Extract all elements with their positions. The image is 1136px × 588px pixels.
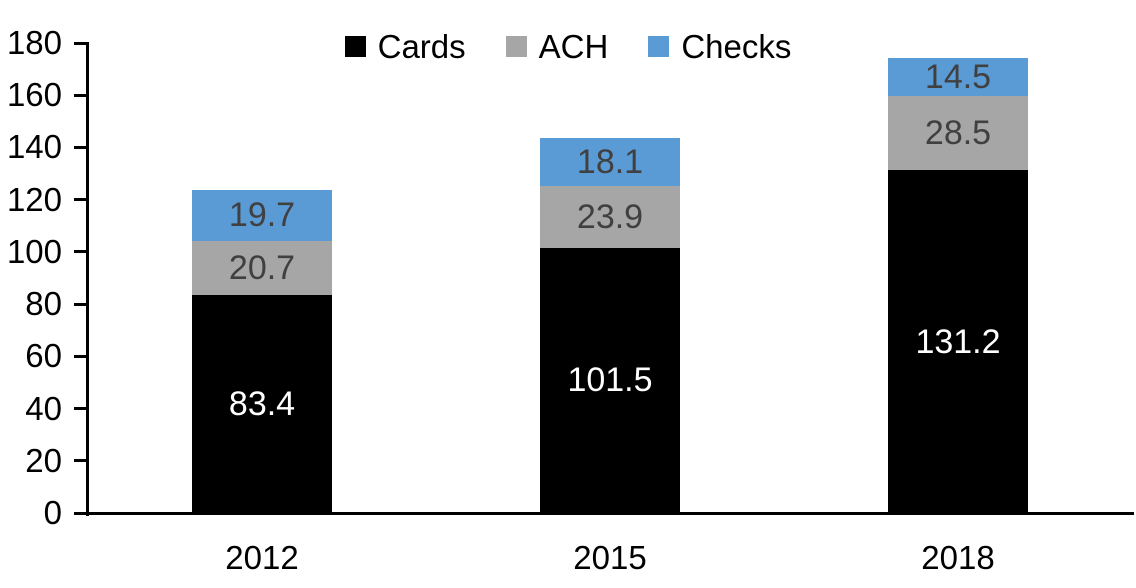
bar-segment-ach-2018 bbox=[888, 96, 1028, 171]
y-axis-tick bbox=[74, 94, 86, 97]
legend-item-cards: Cards bbox=[344, 28, 466, 65]
bar-value-label-cards-2015: 101.5 bbox=[567, 361, 653, 399]
bar-segment-ach-2012 bbox=[192, 241, 332, 296]
y-axis-tick-label: 80 bbox=[25, 285, 62, 322]
y-axis-tick-label: 100 bbox=[6, 233, 62, 270]
y-axis-tick bbox=[74, 407, 86, 410]
legend-swatch-icon bbox=[344, 36, 366, 57]
x-axis-category-label-2012: 2012 bbox=[225, 539, 299, 576]
bar-value-label-ach-2018: 28.5 bbox=[924, 114, 992, 152]
bar-value-label-checks-2018: 14.5 bbox=[924, 58, 992, 96]
bar-value-label-ach-2015: 23.9 bbox=[576, 198, 644, 236]
x-axis-line bbox=[86, 512, 1134, 515]
legend-label: Cards bbox=[377, 28, 466, 65]
y-axis-tick bbox=[74, 146, 86, 149]
x-axis-category-label-2015: 2015 bbox=[573, 539, 647, 576]
y-axis-tick-label: 120 bbox=[6, 181, 62, 218]
y-axis-tick-label: 180 bbox=[6, 24, 62, 61]
bar-segment-cards-2012 bbox=[192, 295, 332, 513]
bar-segment-cards-2015 bbox=[540, 247, 680, 513]
legend-label: Checks bbox=[681, 28, 792, 65]
y-axis-tick bbox=[74, 459, 86, 462]
y-axis-tick bbox=[74, 250, 86, 253]
y-axis-tick bbox=[74, 355, 86, 358]
x-axis-category-label-2018: 2018 bbox=[921, 539, 995, 576]
chart-legend: Cards ACH Checks bbox=[0, 30, 1136, 63]
bar-value-label-ach-2012: 20.7 bbox=[228, 249, 296, 287]
bar-segment-cards-2018 bbox=[888, 170, 1028, 513]
bar-value-label-checks-2012: 19.7 bbox=[228, 196, 296, 234]
y-axis-tick-label: 20 bbox=[25, 442, 62, 479]
bar-segment-checks-2015 bbox=[540, 138, 680, 186]
y-axis-tick bbox=[74, 42, 86, 45]
legend-item-ach: ACH bbox=[505, 28, 609, 65]
y-axis-tick-label: 60 bbox=[25, 337, 62, 374]
y-axis-tick bbox=[74, 512, 86, 515]
bar-segment-checks-2018 bbox=[888, 58, 1028, 96]
bar-segment-checks-2012 bbox=[192, 189, 332, 242]
y-axis-tick-label: 0 bbox=[43, 494, 62, 531]
legend-item-checks: Checks bbox=[648, 30, 791, 63]
legend-swatch-icon bbox=[505, 36, 527, 57]
y-axis-tick-label: 40 bbox=[25, 390, 62, 427]
legend-label: ACH bbox=[538, 28, 609, 65]
bar-value-label-cards-2018: 131.2 bbox=[915, 323, 1001, 361]
y-axis-line bbox=[86, 42, 89, 516]
y-axis-tick bbox=[74, 198, 86, 201]
y-axis-tick bbox=[74, 303, 86, 306]
bar-value-label-cards-2012: 83.4 bbox=[228, 385, 296, 423]
y-axis-tick-label: 140 bbox=[6, 128, 62, 165]
legend-swatch-icon bbox=[648, 36, 670, 57]
bar-segment-ach-2015 bbox=[540, 185, 680, 248]
bar-value-label-checks-2015: 18.1 bbox=[576, 143, 644, 181]
y-axis-tick-label: 160 bbox=[6, 76, 62, 113]
